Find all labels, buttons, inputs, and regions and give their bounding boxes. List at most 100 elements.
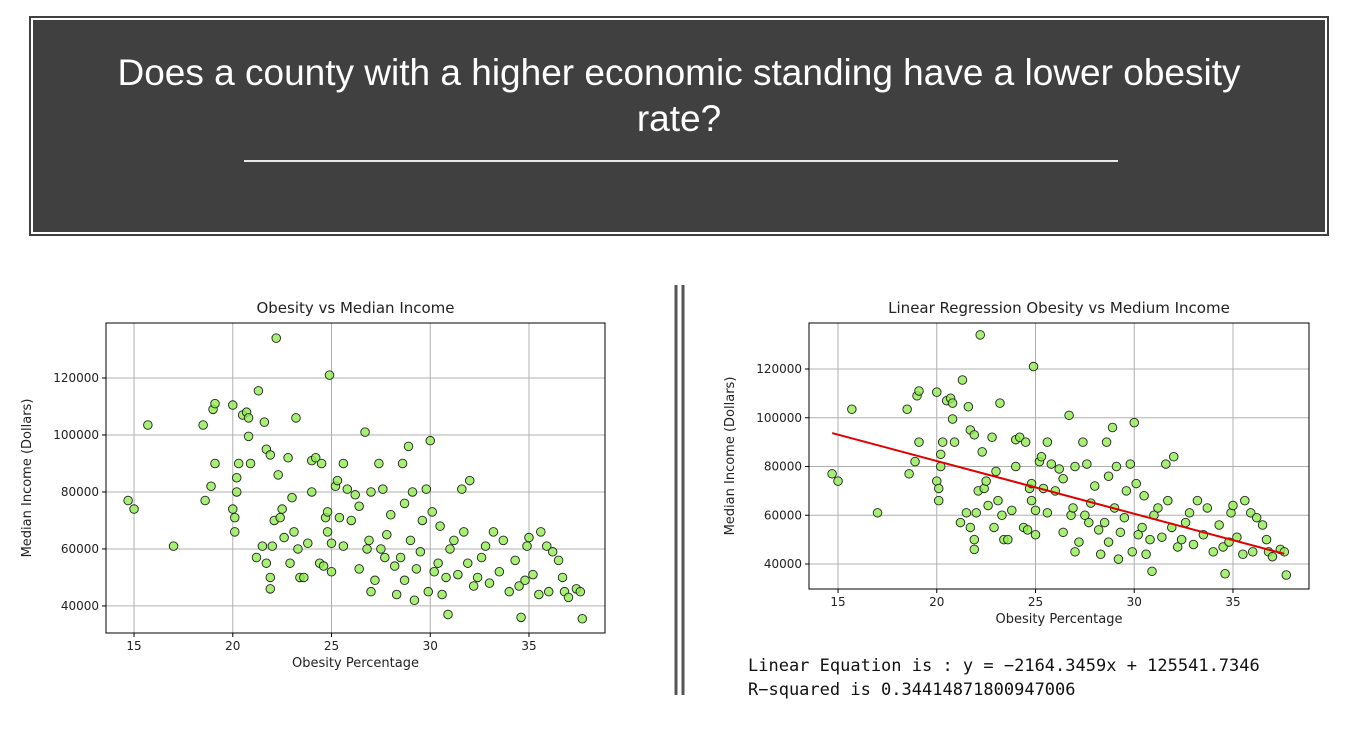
point xyxy=(989,522,999,533)
point xyxy=(233,458,244,469)
point xyxy=(1145,534,1155,545)
point xyxy=(338,458,349,469)
point xyxy=(504,586,514,597)
point xyxy=(399,498,410,509)
point xyxy=(389,561,400,571)
chart-title: Linear Regression Obesity vs Medium Inco… xyxy=(888,299,1230,317)
point xyxy=(1022,525,1033,535)
x-tick-label: 25 xyxy=(324,639,339,653)
y-tick-label: 80000 xyxy=(61,485,99,499)
point xyxy=(123,495,133,506)
point xyxy=(1030,505,1041,516)
plot-frame xyxy=(808,322,1310,590)
point xyxy=(265,450,276,460)
point xyxy=(299,572,309,583)
point xyxy=(1068,503,1078,513)
point xyxy=(261,558,272,568)
point xyxy=(914,386,924,396)
point xyxy=(1153,503,1163,513)
point xyxy=(472,572,483,583)
point xyxy=(370,575,380,586)
point xyxy=(409,595,420,605)
point xyxy=(395,552,406,563)
point xyxy=(453,569,463,580)
point xyxy=(965,522,976,533)
point xyxy=(354,501,364,511)
point xyxy=(1220,569,1230,579)
point xyxy=(1127,547,1138,557)
point xyxy=(1101,437,1112,447)
point xyxy=(902,404,912,414)
point xyxy=(827,469,837,479)
point xyxy=(933,495,944,506)
point xyxy=(338,541,349,551)
point xyxy=(427,507,437,517)
point xyxy=(1103,471,1114,482)
point xyxy=(399,575,410,586)
fit-line xyxy=(831,432,1285,555)
point xyxy=(1107,422,1118,433)
y-tick-label: 40000 xyxy=(61,599,99,613)
point xyxy=(484,578,495,588)
point xyxy=(463,558,473,568)
point xyxy=(932,387,942,397)
point xyxy=(1089,481,1100,491)
point xyxy=(380,552,390,563)
point xyxy=(411,564,422,574)
point xyxy=(285,558,295,568)
point xyxy=(279,532,289,543)
point xyxy=(267,541,278,551)
point xyxy=(322,527,333,537)
point xyxy=(1111,461,1122,472)
point xyxy=(937,437,948,447)
point xyxy=(229,512,240,523)
header: Does a county with a higher economic sta… xyxy=(28,15,1330,237)
point xyxy=(271,333,281,343)
point xyxy=(257,541,268,551)
point xyxy=(129,504,139,514)
point xyxy=(1172,542,1183,552)
point xyxy=(1163,495,1173,506)
y-tick-label: 80000 xyxy=(764,460,802,474)
point xyxy=(1099,517,1110,528)
point xyxy=(366,487,376,497)
y-axis-label: Median Income (Dollars) xyxy=(20,399,35,558)
point xyxy=(981,476,991,486)
point xyxy=(577,614,588,624)
point xyxy=(563,592,574,603)
point xyxy=(935,449,946,460)
point xyxy=(334,512,345,523)
point xyxy=(417,515,428,526)
point xyxy=(1080,510,1090,521)
point xyxy=(833,476,843,486)
point xyxy=(1279,547,1290,557)
point xyxy=(443,609,453,620)
point xyxy=(847,404,857,414)
point xyxy=(378,484,388,494)
point xyxy=(1036,452,1047,462)
title-rule xyxy=(244,160,1118,162)
point xyxy=(435,521,445,531)
point xyxy=(955,517,966,528)
point xyxy=(1084,517,1094,528)
point xyxy=(433,558,443,568)
point xyxy=(228,504,238,514)
y-axis-label: Median Income (Dollars) xyxy=(723,377,738,536)
point xyxy=(324,370,335,380)
point xyxy=(423,586,434,597)
point xyxy=(326,566,337,577)
point xyxy=(1257,520,1268,530)
y-tick-label: 100000 xyxy=(756,411,802,425)
point xyxy=(1046,459,1057,469)
slide-title: Does a county with a higher economic sta… xyxy=(117,52,1241,139)
point xyxy=(522,541,532,551)
point xyxy=(143,420,153,430)
point xyxy=(1238,549,1248,560)
point xyxy=(1208,547,1218,557)
header-box: Does a county with a higher economic sta… xyxy=(29,16,1329,236)
point xyxy=(476,552,487,563)
point xyxy=(969,430,980,440)
point xyxy=(376,544,386,554)
point xyxy=(575,586,586,597)
point xyxy=(1007,505,1017,516)
